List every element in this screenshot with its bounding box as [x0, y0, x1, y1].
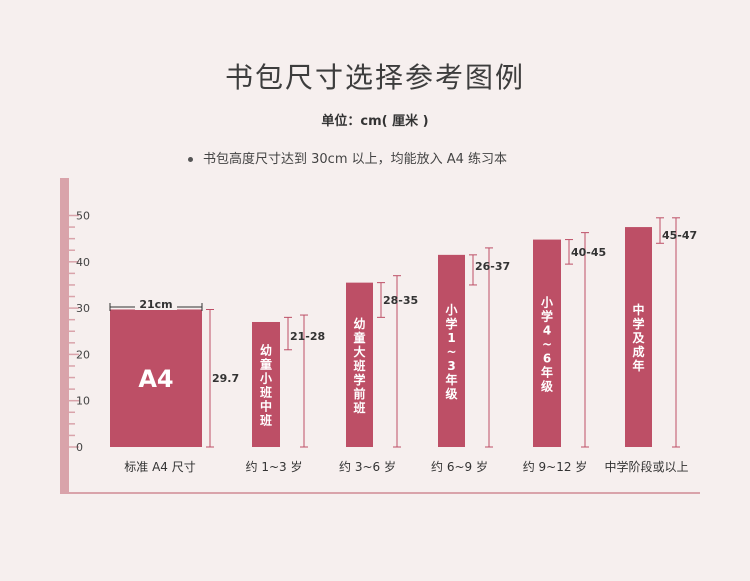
bar-label-char: 小	[260, 370, 272, 385]
note-text: 书包高度尺寸达到 30cm 以上，均能放入 A4 练习本	[188, 148, 507, 167]
bar-side-label: 40-45	[571, 246, 606, 259]
bar-label-char: 学	[541, 308, 553, 323]
bar-label-char: ~	[542, 337, 552, 351]
bar-label-char: 年	[541, 364, 553, 379]
category-label: 约 1~3 岁	[246, 459, 303, 474]
bar-label-char: 大	[353, 344, 365, 359]
bar-label-char: 及	[632, 331, 645, 345]
bar-label-char: 童	[353, 330, 365, 345]
bar-label-char: 中	[260, 398, 272, 413]
note-label: 书包高度尺寸达到 30cm 以上，均能放入 A4 练习本	[203, 152, 508, 167]
width-label-bg	[135, 298, 177, 310]
bar-label-char: 1	[447, 331, 455, 345]
bar-label-char: 班	[353, 358, 365, 373]
bar-label: A4	[138, 365, 173, 393]
y-tick-label: 30	[76, 302, 90, 315]
bar-side-label: 29.7	[212, 372, 239, 385]
bar-5	[625, 227, 652, 447]
category-label: 约 3~6 岁	[339, 459, 396, 474]
bar-3	[438, 254, 465, 447]
bar-label-char: 幼	[260, 342, 272, 357]
bar-label-char: 学	[353, 372, 365, 387]
bar-label-char: 小	[445, 302, 457, 317]
y-tick-label: 20	[76, 348, 90, 361]
bar-label-char: 幼	[353, 316, 365, 331]
bar-label-char: 年	[445, 372, 457, 387]
y-tick-label: 40	[76, 256, 90, 269]
bar-side-label: 28-35	[383, 294, 418, 307]
bar-label-char: 成	[632, 344, 644, 359]
y-tick-label: 0	[76, 441, 83, 454]
bar-label-char: 童	[260, 356, 272, 371]
bar-1	[252, 321, 280, 447]
page-title: 书包尺寸选择参考图例	[224, 61, 525, 94]
bar-label-char: 班	[260, 384, 272, 399]
bar-label-char: ~	[446, 345, 456, 359]
ruler-bar	[60, 178, 69, 493]
category-label: 中学阶段或以上	[604, 459, 688, 474]
category-label: 标准 A4 尺寸	[124, 460, 195, 474]
y-tick-label: 10	[76, 395, 90, 408]
y-tick-label: 50	[76, 210, 90, 223]
category-label: 约 9~12 岁	[523, 459, 588, 474]
bar-label-char: 前	[353, 386, 365, 401]
bar-label-char: 级	[445, 386, 457, 401]
width-label: 21cm	[139, 298, 172, 311]
bar-label-char: 3	[447, 359, 455, 373]
bar-4	[533, 239, 561, 447]
bar-label-char: 学	[445, 316, 457, 331]
bar-label-char: 年	[632, 358, 644, 373]
bar-label-char: 级	[541, 378, 553, 393]
bar-side-label: 26-37	[475, 260, 510, 273]
bullet-icon	[188, 157, 193, 162]
bar-side-label: 21-28	[290, 330, 325, 343]
bar-label-char: 班	[353, 400, 365, 415]
bar-side-label: 45-47	[662, 229, 697, 242]
bar-label-char: 学	[632, 316, 644, 331]
bar-label-char: 班	[260, 412, 272, 427]
bar-label-char: 中	[632, 302, 644, 317]
bar-label-char: 小	[541, 294, 553, 309]
unit-label: 单位：cm( 厘米 )	[321, 114, 429, 129]
bar-2	[346, 282, 373, 447]
bar-label-char: 6	[543, 351, 551, 365]
category-label: 约 6~9 岁	[431, 459, 488, 474]
bar-0	[110, 309, 202, 447]
bar-label-char: 4	[543, 323, 551, 337]
